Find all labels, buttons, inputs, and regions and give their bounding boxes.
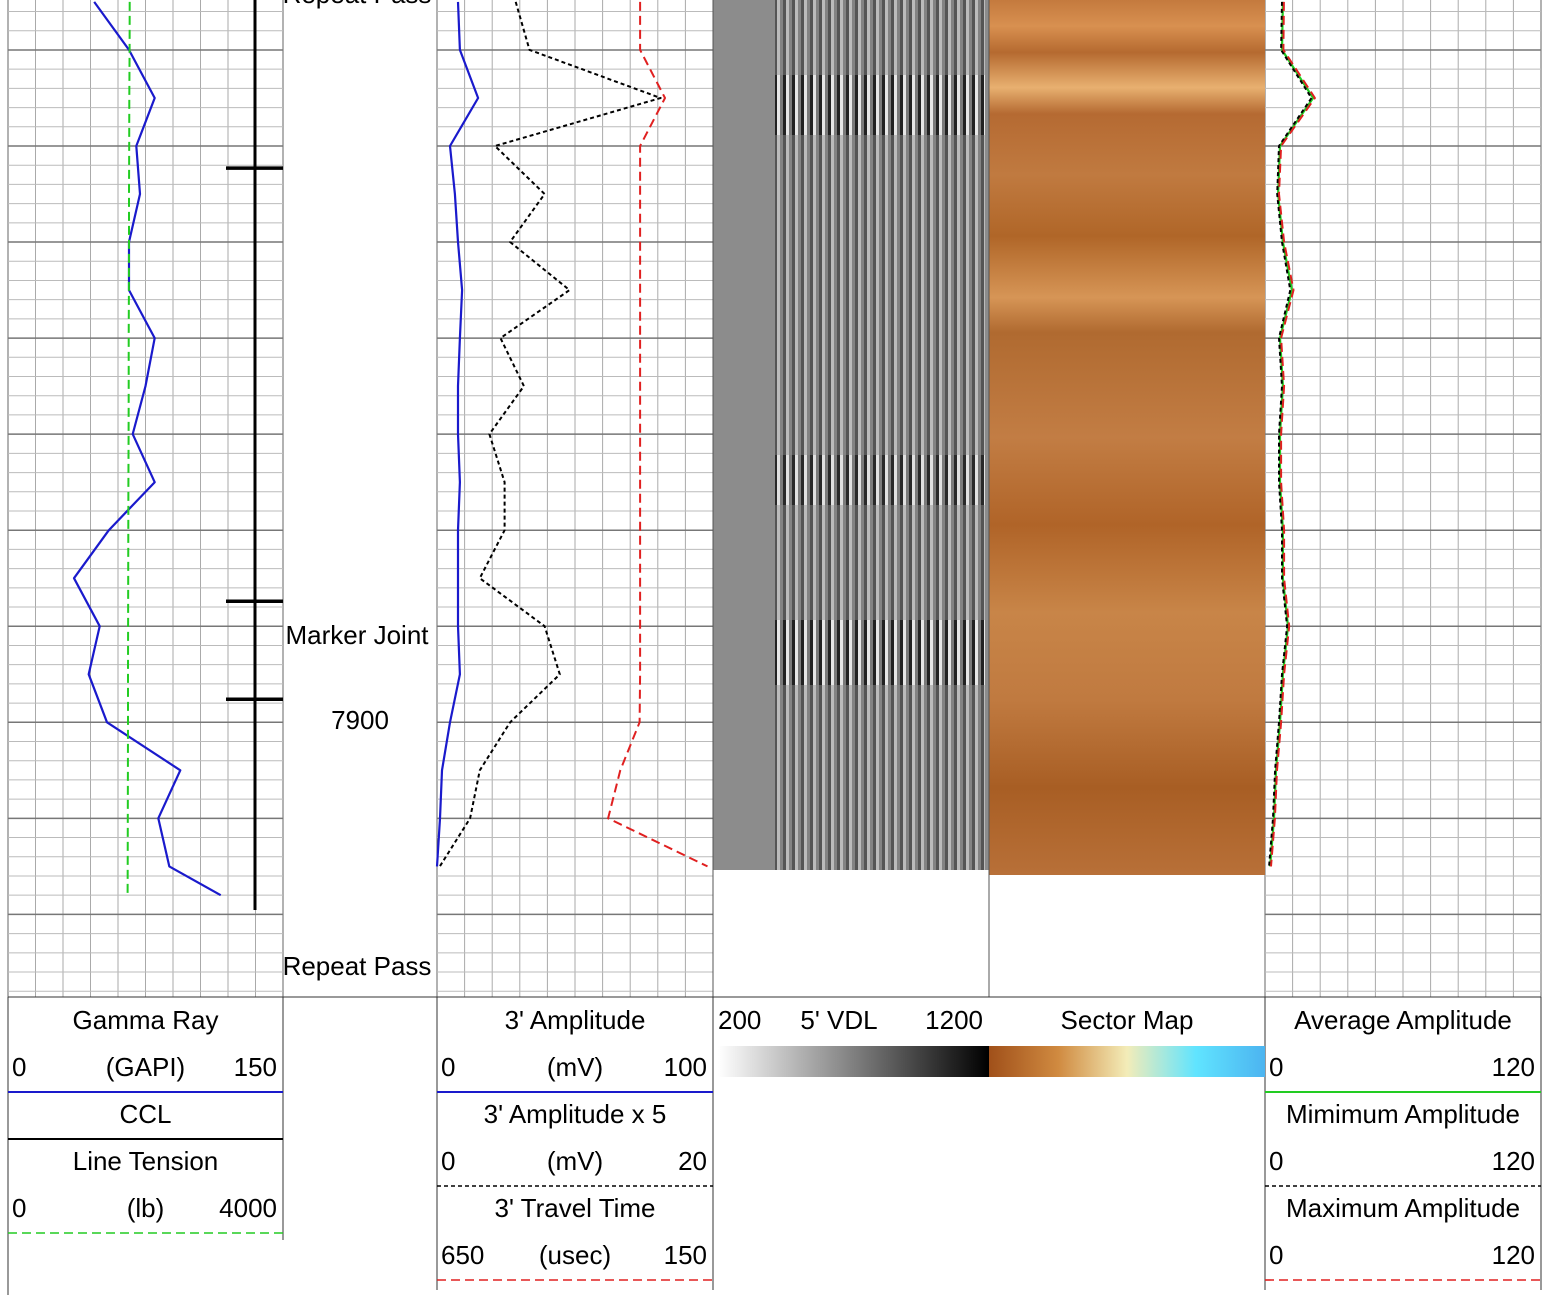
scale-right: 100 xyxy=(664,1052,707,1082)
scale-right: 120 xyxy=(1492,1146,1535,1176)
scale-left: 0 xyxy=(441,1052,455,1082)
annotation: Repeat Pass xyxy=(283,951,432,981)
curve-title: 3' Amplitude x 5 xyxy=(484,1099,667,1129)
curves xyxy=(72,1,1316,897)
color-bar xyxy=(989,1046,1265,1077)
curve-title: Gamma Ray xyxy=(73,1005,219,1035)
scale-left: 0 xyxy=(441,1146,455,1176)
scale-unit: (lb) xyxy=(127,1193,165,1223)
scale-unit: (mV) xyxy=(547,1052,603,1082)
log-curve xyxy=(126,1,131,896)
log-curve xyxy=(1270,1,1316,867)
log-curve xyxy=(72,1,222,897)
frame xyxy=(7,0,1542,1295)
scale-right: 4000 xyxy=(219,1193,277,1223)
curve-title: 3' Amplitude xyxy=(505,1005,646,1035)
vdl-waves xyxy=(775,0,985,870)
annotation: Repeat Pass xyxy=(283,0,432,9)
curve-title: Line Tension xyxy=(73,1146,219,1176)
annotation: Marker Joint xyxy=(285,620,429,650)
curve-title: Average Amplitude xyxy=(1294,1005,1512,1035)
curve-title: CCL xyxy=(119,1099,171,1129)
scale-left: 0 xyxy=(12,1193,26,1223)
scale-left: 200 xyxy=(718,1005,761,1035)
depth-label: 7900 xyxy=(331,705,389,735)
log-curve xyxy=(607,1,708,868)
scale-left: 0 xyxy=(12,1052,26,1082)
scale-unit: (mV) xyxy=(547,1146,603,1176)
curve-title: Mimimum Amplitude xyxy=(1286,1099,1520,1129)
color-bar xyxy=(718,1046,989,1077)
sector-image xyxy=(989,0,1265,875)
scale-right: 120 xyxy=(1492,1052,1535,1082)
scale-left: 0 xyxy=(1269,1052,1283,1082)
vdl-waves xyxy=(775,455,985,505)
scale-unit: (usec) xyxy=(539,1240,611,1270)
track-title: 5' VDL xyxy=(800,1005,877,1035)
curve-title: 3' Travel Time xyxy=(494,1193,655,1223)
curve-title: Maximum Amplitude xyxy=(1286,1193,1520,1223)
log-curve xyxy=(1268,1,1313,867)
scale-right: 150 xyxy=(664,1240,707,1270)
scale-right: 1200 xyxy=(925,1005,983,1035)
scale-right: 20 xyxy=(678,1146,707,1176)
scale-right: 120 xyxy=(1492,1240,1535,1270)
log-curve xyxy=(435,1,480,867)
track-title: Sector Map xyxy=(1061,1005,1194,1035)
scale-unit: (GAPI) xyxy=(106,1052,185,1082)
scale-left: 0 xyxy=(1269,1240,1283,1270)
log-curve xyxy=(438,1,662,867)
vdl-waves xyxy=(775,75,985,135)
labels: 7900 Repeat Pass Marker Joint Repeat Pass Ga… xyxy=(8,0,1541,1281)
scale-left: 650 xyxy=(441,1240,484,1270)
images xyxy=(713,0,1265,875)
scale-right: 150 xyxy=(234,1052,277,1082)
vdl-waves xyxy=(775,620,985,685)
scale-left: 0 xyxy=(1269,1146,1283,1176)
